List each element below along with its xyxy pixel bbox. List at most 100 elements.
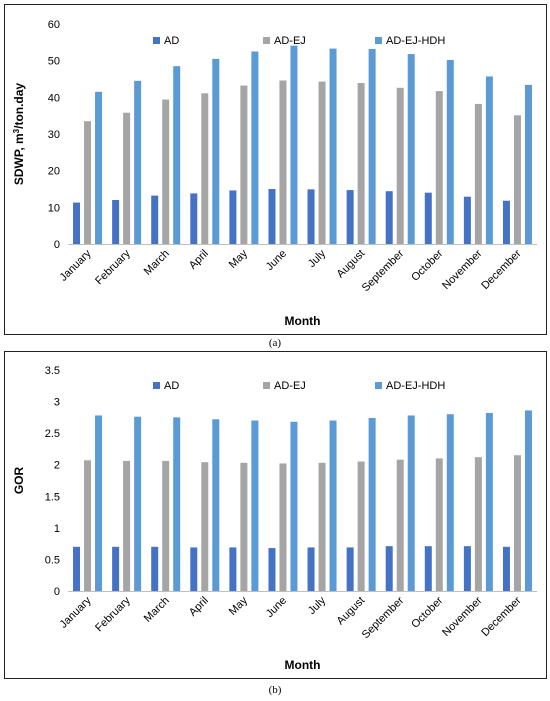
x-tick-label: January bbox=[58, 247, 95, 284]
bar-ad-ej-hdh bbox=[290, 45, 298, 244]
bar-ad-ej-hdh bbox=[251, 51, 259, 244]
bar-ad bbox=[502, 200, 510, 244]
x-axis-title: Month bbox=[285, 658, 321, 672]
bar-ad bbox=[385, 546, 393, 591]
bar-ad-ej-hdh bbox=[95, 415, 103, 591]
bar-ad-ej-hdh bbox=[212, 58, 220, 244]
bar-ad-ej bbox=[513, 115, 521, 244]
x-tick-label: November bbox=[440, 247, 485, 292]
x-tick-label: October bbox=[409, 247, 445, 283]
chart-panel-a: 0 10 20 30 40 50 60 January February March April Ma… bbox=[4, 4, 547, 335]
bar-ad bbox=[229, 190, 237, 244]
y-tick-label: 0 bbox=[54, 239, 60, 251]
bar-ad bbox=[385, 191, 393, 244]
bar-ad bbox=[346, 547, 354, 591]
bar-ad bbox=[151, 195, 159, 244]
bar-ad bbox=[190, 547, 198, 591]
bar-ad-ej bbox=[318, 81, 326, 244]
caption-a: (a) bbox=[0, 337, 550, 349]
caption-a-text: (a) bbox=[268, 337, 282, 349]
y-tick-label: 0.5 bbox=[45, 554, 60, 566]
x-tick-label: September bbox=[360, 247, 407, 294]
legend-swatch-ad-ej bbox=[263, 382, 270, 389]
bar-ad-ej-hdh bbox=[485, 412, 493, 591]
y-tick-label: 60 bbox=[48, 19, 60, 31]
x-tick-label: December bbox=[479, 594, 524, 639]
x-tick-label: June bbox=[264, 248, 289, 273]
bar-ad-ej bbox=[318, 462, 326, 591]
bar-ad-ej-hdh bbox=[329, 420, 337, 591]
bar-ad bbox=[463, 546, 471, 591]
y-tick-label: 3 bbox=[54, 397, 60, 409]
y-tick-label: 1.5 bbox=[45, 491, 60, 503]
y-tick-label: 2 bbox=[54, 460, 60, 472]
y-axis-title-tail: /ton.day bbox=[12, 83, 26, 129]
y-axis-title-main: SDWP, m bbox=[12, 133, 26, 185]
legend-swatch-ad bbox=[153, 382, 160, 389]
bar-ad-ej-hdh bbox=[524, 410, 532, 591]
bar-ad-ej-hdh bbox=[173, 66, 181, 244]
chart-svg-b: 0 0.5 1 1.5 2 2.5 3 3.5 January February March Apri… bbox=[12, 365, 537, 672]
bar-ad-ej-hdh bbox=[212, 419, 220, 591]
y-axis-title: GOR bbox=[12, 467, 26, 495]
bar-ad bbox=[307, 547, 315, 591]
x-tick-label: June bbox=[264, 595, 289, 620]
bar-ad bbox=[502, 546, 510, 591]
bar-ad-ej bbox=[162, 460, 170, 591]
x-tick-label: December bbox=[479, 247, 524, 292]
bar-ad-ej-hdh bbox=[485, 76, 493, 245]
legend-label: AD bbox=[164, 380, 179, 392]
bar-ad-ej bbox=[84, 121, 92, 244]
bar-ad bbox=[463, 196, 471, 244]
bar-ad bbox=[268, 548, 276, 591]
legend-label: AD-EJ bbox=[274, 35, 306, 47]
y-tick-label: 1 bbox=[54, 523, 60, 535]
y-tick-label: 30 bbox=[48, 129, 60, 141]
legend-swatch-ad bbox=[153, 37, 160, 44]
chart-svg-a: 0 10 20 30 40 50 60 January February March April Ma… bbox=[12, 19, 537, 328]
bar-ad-ej bbox=[474, 103, 482, 245]
legend-label: AD-EJ-HDH bbox=[386, 35, 445, 47]
y-tick-label: 50 bbox=[48, 56, 60, 68]
bar-ad-ej bbox=[201, 93, 209, 244]
y-axis-title: SDWP, m3/ton.day bbox=[12, 83, 26, 186]
bar-ad-ej-hdh bbox=[407, 415, 415, 591]
bar-ad bbox=[424, 192, 432, 244]
bar-ad-ej-hdh bbox=[446, 414, 454, 591]
x-tick-label: March bbox=[142, 248, 172, 278]
bar-ad-ej bbox=[240, 85, 248, 244]
x-tick-label: July bbox=[306, 247, 329, 270]
legend-swatch-ad-ej-hdh bbox=[375, 37, 382, 44]
x-tick-label: April bbox=[187, 595, 211, 619]
x-tick-label: February bbox=[93, 594, 133, 634]
x-tick-label: August bbox=[335, 248, 368, 281]
bar-ad bbox=[112, 546, 120, 591]
bar-ad-ej bbox=[279, 463, 287, 591]
bar-ad-ej bbox=[396, 87, 404, 244]
caption-b: (b) bbox=[0, 684, 550, 696]
legend-label: AD-EJ-HDH bbox=[386, 380, 445, 392]
bar-ad bbox=[112, 200, 120, 244]
bar-ad bbox=[73, 546, 81, 591]
x-tick-label: July bbox=[306, 594, 329, 617]
bar-ad-ej-hdh bbox=[173, 417, 181, 591]
bar-ad-ej bbox=[123, 112, 131, 244]
chart-panel-b: 0 0.5 1 1.5 2 2.5 3 3.5 January February March Apri… bbox=[4, 351, 547, 679]
bar-ad-ej-hdh bbox=[368, 417, 376, 591]
x-tick-label: October bbox=[409, 594, 445, 630]
x-axis-title: Month bbox=[285, 314, 321, 328]
bar-ad-ej bbox=[84, 460, 92, 591]
legend-swatch-ad-ej-hdh bbox=[375, 382, 382, 389]
bar-ad-ej bbox=[201, 462, 209, 591]
y-tick-label: 20 bbox=[48, 166, 60, 178]
legend-swatch-ad-ej bbox=[263, 37, 270, 44]
bar-ad-ej-hdh bbox=[251, 420, 259, 591]
bar-ad bbox=[424, 546, 432, 591]
bar-ad-ej bbox=[435, 458, 443, 591]
y-axis-title-sup: 3 bbox=[12, 128, 21, 133]
legend-label: AD-EJ bbox=[274, 380, 306, 392]
bar-ad bbox=[346, 190, 354, 244]
x-tick-label: August bbox=[335, 595, 368, 628]
bar-ad-ej bbox=[162, 99, 170, 244]
x-tick-label: November bbox=[440, 594, 485, 639]
